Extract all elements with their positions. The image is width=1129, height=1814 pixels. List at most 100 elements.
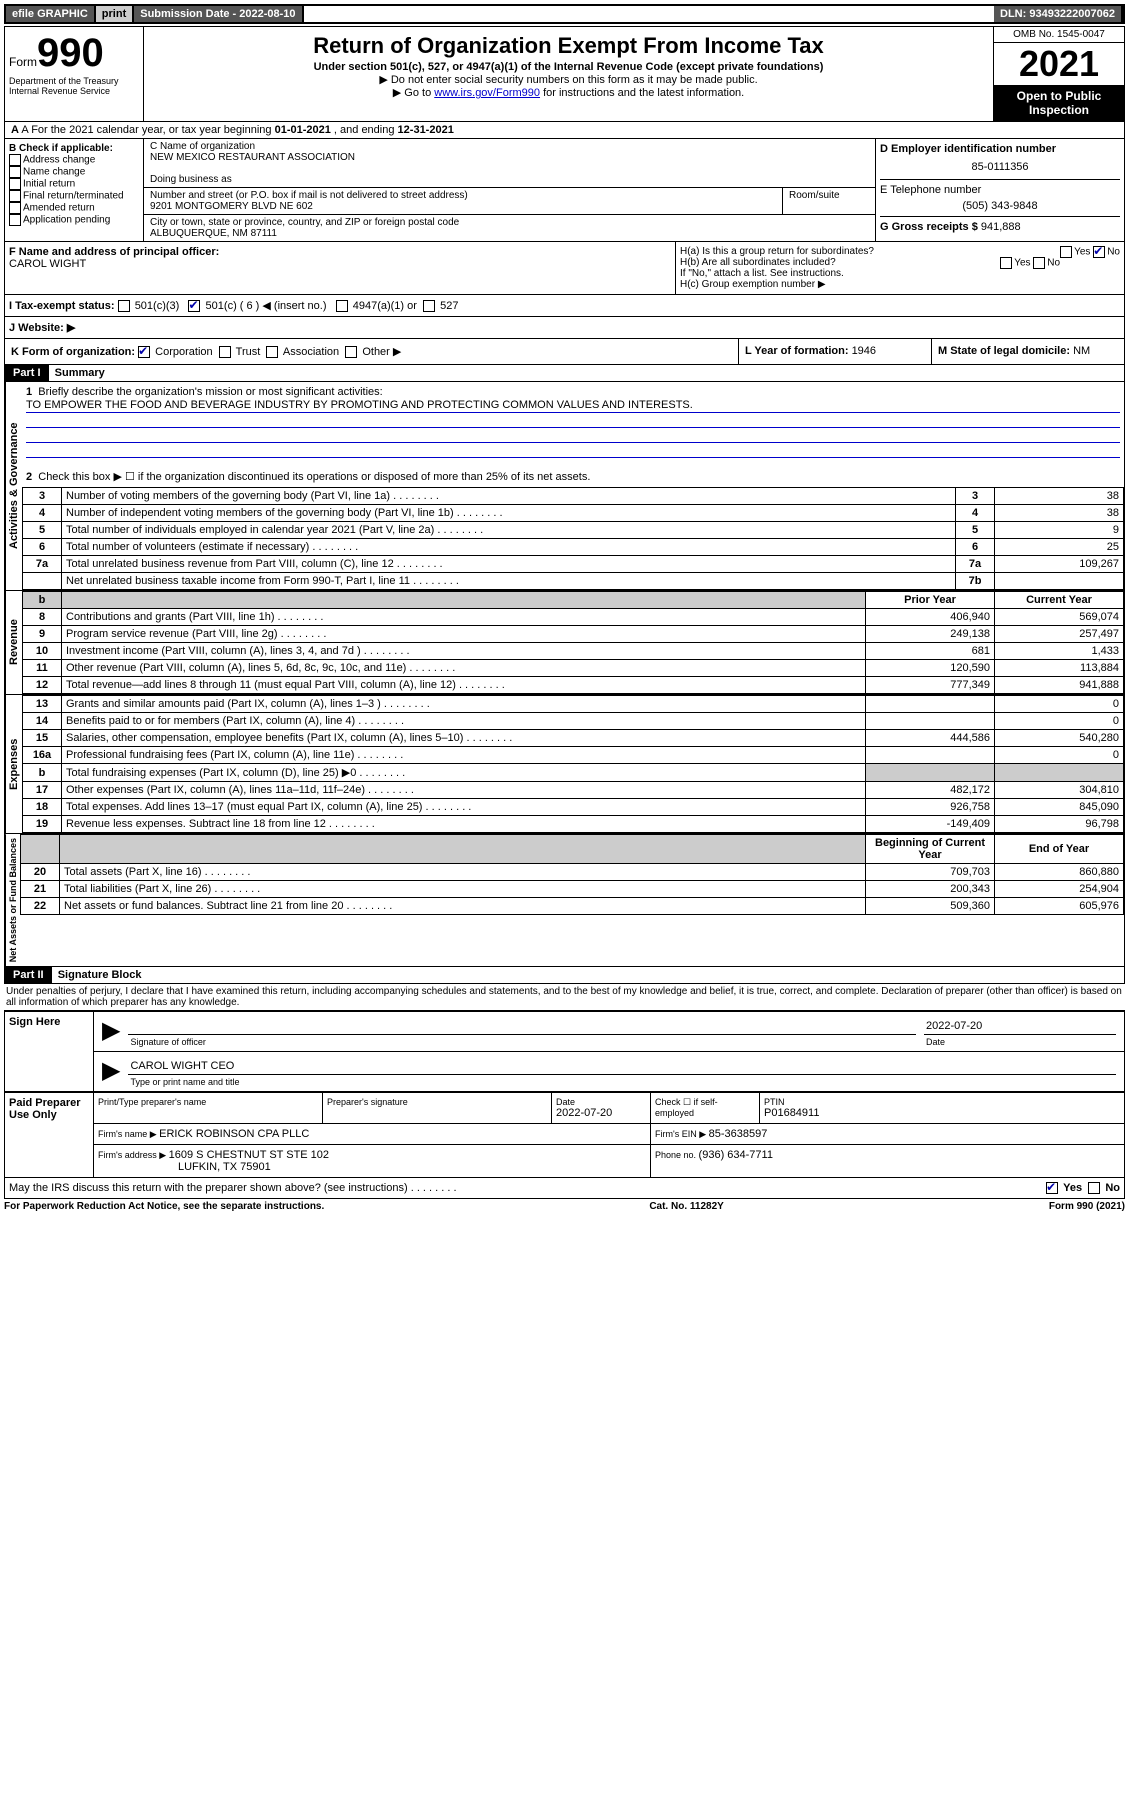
table-row: 20Total assets (Part X, line 16)709,7038…: [21, 864, 1124, 881]
sig-date-label: Date: [920, 1037, 1120, 1047]
sig-date: 2022-07-20: [924, 1018, 1116, 1035]
mission-text: TO EMPOWER THE FOOD AND BEVERAGE INDUSTR…: [26, 398, 1120, 413]
hb-row: H(b) Are all subordinates included? Yes …: [680, 257, 1120, 268]
ha-yes-checkbox[interactable]: [1060, 246, 1072, 258]
sig-name: CAROL WIGHT CEO: [128, 1058, 1116, 1075]
irs-link[interactable]: www.irs.gov/Form990: [434, 87, 540, 99]
i-501c-checkbox[interactable]: [188, 300, 200, 312]
line2-label: Check this box ▶ ☐ if the organization d…: [38, 471, 590, 483]
table-row: 11Other revenue (Part VIII, column (A), …: [23, 660, 1124, 677]
dots: [411, 1182, 457, 1194]
discuss-row: May the IRS discuss this return with the…: [4, 1178, 1125, 1199]
officer-name: CAROL WIGHT: [9, 258, 671, 270]
k-other-checkbox[interactable]: [345, 346, 357, 358]
efile-label: efile GRAPHIC: [6, 6, 96, 22]
center-header: Return of Organization Exempt From Incom…: [144, 27, 994, 121]
a-begin: 01-01-2021: [275, 124, 331, 136]
expenses-section: Expenses 13Grants and similar amounts pa…: [4, 695, 1125, 834]
line1-label: Briefly describe the organization's miss…: [38, 386, 382, 398]
hb-label: H(b) Are all subordinates included?: [680, 257, 836, 268]
discuss-no-checkbox[interactable]: [1088, 1182, 1100, 1194]
i-527-checkbox[interactable]: [423, 300, 435, 312]
form-number-box: Form 990 Department of the Treasury Inte…: [5, 27, 144, 121]
expenses-table: 13Grants and similar amounts paid (Part …: [22, 695, 1124, 833]
prep-self-cell: Check ☐ if self-employed: [651, 1093, 760, 1124]
firm-phone: (936) 634-7711: [699, 1149, 773, 1161]
ha-label: H(a) Is this a group return for subordin…: [680, 246, 874, 257]
table-row: 10Investment income (Part VIII, column (…: [23, 643, 1124, 660]
sig-officer-label: Signature of officer: [124, 1037, 920, 1047]
goto-pre: ▶ Go to: [393, 87, 434, 99]
firm-ein-cell: Firm's EIN ▶ 85-3638597: [651, 1124, 1125, 1145]
hb-note: If "No," attach a list. See instructions…: [680, 268, 1120, 279]
revenue-section: Revenue b Prior Year Current Year 8Contr…: [4, 591, 1125, 695]
part2-header-row: Part II Signature Block: [4, 967, 1125, 984]
checkbox-application[interactable]: [9, 214, 21, 226]
checkbox-name-change[interactable]: [9, 166, 21, 178]
ha-row: H(a) Is this a group return for subordin…: [680, 246, 1120, 257]
prior-year-header: Prior Year: [866, 592, 995, 609]
year-formation: 1946: [852, 345, 876, 357]
table-row: 8Contributions and grants (Part VIII, li…: [23, 609, 1124, 626]
table-row: 19Revenue less expenses. Subtract line 1…: [23, 816, 1124, 833]
checkbox-amended[interactable]: [9, 202, 21, 214]
room-box: Room/suite: [783, 188, 875, 215]
section-g: G Gross receipts $ 941,888: [880, 216, 1120, 233]
sig-arrow-icon2: ▶: [98, 1056, 124, 1087]
a-mid: , and ending: [334, 124, 398, 136]
firm-phone-cell: Phone no. (936) 634-7711: [651, 1145, 1125, 1178]
addr-box: Number and street (or P.O. box if mail i…: [144, 188, 783, 215]
ha-no-checkbox[interactable]: [1093, 246, 1105, 258]
table-row: 14Benefits paid to or for members (Part …: [23, 713, 1124, 730]
preparer-table: Paid Preparer Use Only Print/Type prepar…: [4, 1092, 1125, 1178]
i-4947-checkbox[interactable]: [336, 300, 348, 312]
dept-treasury: Department of the Treasury: [9, 76, 139, 86]
form-header: Form 990 Department of the Treasury Inte…: [4, 26, 1125, 122]
section-j: J Website: ▶: [4, 317, 1125, 339]
section-h: H(a) Is this a group return for subordin…: [676, 242, 1124, 294]
room-label: Room/suite: [789, 190, 869, 201]
b-title: B Check if applicable:: [9, 143, 113, 154]
firm-name: ERICK ROBINSON CPA PLLC: [159, 1128, 309, 1140]
table-row: 22Net assets or fund balances. Subtract …: [21, 898, 1124, 915]
part1-title: Summary: [55, 367, 105, 379]
hb-yes-checkbox[interactable]: [1000, 257, 1012, 269]
discuss-yes-checkbox[interactable]: [1046, 1182, 1058, 1194]
a-end: 12-31-2021: [398, 124, 454, 136]
revenue-content: b Prior Year Current Year 8Contributions…: [22, 591, 1124, 694]
city-box: City or town, state or province, country…: [144, 215, 875, 241]
checkbox-final[interactable]: [9, 190, 21, 202]
hc-label: H(c) Group exemption number ▶: [680, 279, 1120, 290]
paperwork-notice: For Paperwork Reduction Act Notice, see …: [4, 1201, 324, 1212]
k-trust-checkbox[interactable]: [219, 346, 231, 358]
revenue-table: b Prior Year Current Year 8Contributions…: [22, 591, 1124, 694]
hb-no-checkbox[interactable]: [1033, 257, 1045, 269]
b-opt-2: Initial return: [9, 178, 139, 190]
b-opt-1: Name change: [9, 166, 139, 178]
sig-name-cell: ▶ CAROL WIGHT CEO Type or print name and…: [94, 1052, 1125, 1092]
rev-h-blank: b: [23, 592, 62, 609]
footer-row: For Paperwork Reduction Act Notice, see …: [4, 1199, 1125, 1214]
a-label: A For the 2021 calendar year, or tax yea…: [21, 124, 274, 136]
section-d: D Employer identification number 85-0111…: [880, 143, 1120, 179]
sig-name-label: Type or print name and title: [124, 1077, 1120, 1087]
checkbox-addr-change[interactable]: [9, 154, 21, 166]
table-row: Net unrelated business taxable income fr…: [23, 573, 1124, 590]
checkbox-initial[interactable]: [9, 178, 21, 190]
section-m: M State of legal domicile: NM: [932, 339, 1124, 364]
netassets-section: Net Assets or Fund Balances Beginning of…: [4, 834, 1125, 967]
discuss-label: May the IRS discuss this return with the…: [9, 1182, 408, 1194]
net-header-row: Beginning of Current Year End of Year: [21, 835, 1124, 864]
e-label: E Telephone number: [880, 184, 1120, 196]
open-public: Open to Public Inspection: [994, 85, 1124, 121]
i-501c3-checkbox[interactable]: [118, 300, 130, 312]
l-label: L Year of formation:: [745, 345, 852, 357]
form-title: Return of Organization Exempt From Incom…: [148, 33, 989, 59]
table-row: 17Other expenses (Part IX, column (A), l…: [23, 782, 1124, 799]
print-button[interactable]: print: [96, 6, 134, 22]
c-name-box: C Name of organization NEW MEXICO RESTAU…: [144, 139, 875, 188]
table-row: 6Total number of volunteers (estimate if…: [23, 539, 1124, 556]
section-fh: F Name and address of principal officer:…: [4, 242, 1125, 295]
k-assoc-checkbox[interactable]: [266, 346, 278, 358]
k-corp-checkbox[interactable]: [138, 346, 150, 358]
